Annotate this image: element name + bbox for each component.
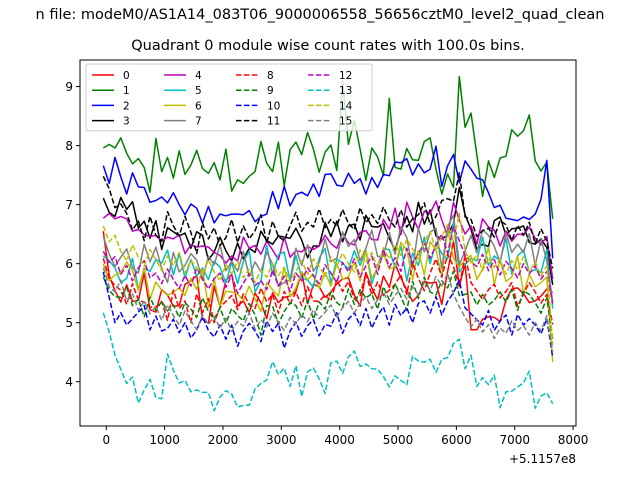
- legend-label-12: 12: [339, 70, 352, 82]
- series-line-6: [102, 228, 554, 363]
- series-line-8: [102, 253, 554, 325]
- series-line-11: [102, 172, 554, 269]
- x-tick-label: 6000: [441, 433, 472, 447]
- series-line-7: [102, 214, 554, 302]
- x-tick-label: 8000: [558, 433, 589, 447]
- x-tick-label: 4000: [324, 433, 355, 447]
- legend-label-10: 10: [267, 100, 280, 112]
- x-tick-label: 0: [102, 433, 110, 447]
- legend-label-9: 9: [267, 85, 274, 97]
- legend-label-6: 6: [195, 100, 202, 112]
- figure-suptitle: n file: modeM0/AS1A14_083T06_9000006558_…: [36, 7, 605, 23]
- legend-box: [85, 63, 373, 132]
- y-tick-label: 8: [65, 139, 73, 153]
- legend-label-5: 5: [195, 85, 202, 97]
- x-tick-label: 3000: [266, 433, 297, 447]
- x-offset-label: +5.1157e8: [509, 452, 576, 466]
- legend-label-11: 11: [267, 116, 280, 128]
- y-tick-label: 6: [65, 257, 73, 271]
- legend-label-7: 7: [195, 116, 202, 128]
- x-tick-label: 7000: [499, 433, 530, 447]
- legend-label-14: 14: [339, 100, 353, 112]
- chart-title: Quadrant 0 module wise count rates with …: [131, 38, 525, 54]
- y-tick-label: 7: [65, 198, 73, 212]
- y-axis: 4 5 6 7 8 9: [65, 80, 80, 389]
- x-tick-label: 2000: [208, 433, 239, 447]
- y-tick-label: 4: [65, 375, 73, 389]
- legend-label-8: 8: [267, 70, 274, 82]
- series-line-9: [102, 270, 554, 340]
- y-tick-label: 9: [65, 80, 73, 94]
- y-tick-label: 5: [65, 316, 73, 330]
- x-tick-label: 5000: [383, 433, 414, 447]
- series-line-15: [102, 267, 554, 353]
- series-line-2: [102, 145, 554, 259]
- legend-label-3: 3: [123, 116, 130, 128]
- series-line-1: [102, 75, 554, 219]
- legend-label-4: 4: [195, 70, 202, 82]
- x-axis: 0 1000 2000 3000 4000 5000 6000 7000 8000: [102, 426, 588, 447]
- axes-frame: [79, 59, 577, 427]
- legend-label-0: 0: [123, 70, 130, 82]
- series-layer: [102, 75, 554, 412]
- legend-label-1: 1: [123, 85, 130, 97]
- x-tick-label: 1000: [149, 433, 180, 447]
- legend-label-13: 13: [339, 85, 352, 97]
- series-line-13: [102, 312, 554, 412]
- legend-label-2: 2: [123, 100, 130, 112]
- series-line-14: [102, 212, 554, 346]
- legend-label-15: 15: [339, 116, 352, 128]
